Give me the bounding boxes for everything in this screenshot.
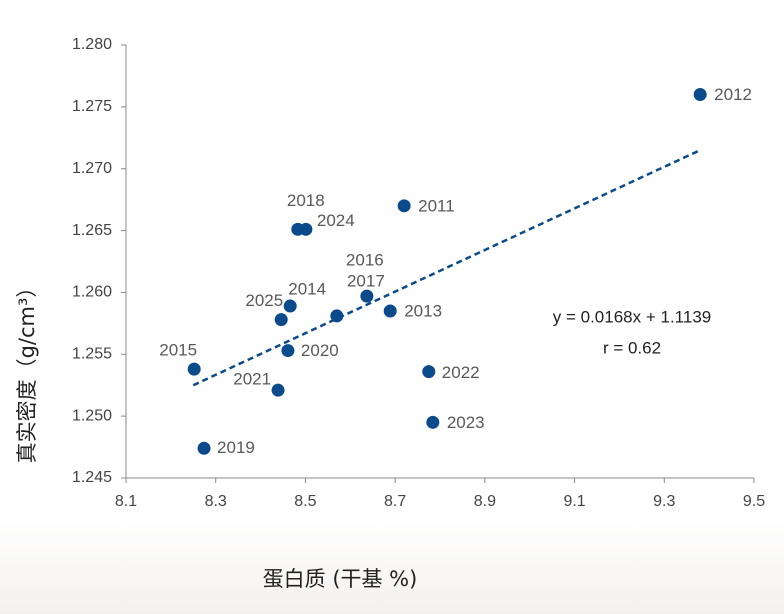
point-label: 2012 [714,85,752,104]
point [274,313,288,327]
point [187,362,201,376]
y-tick-label: 1.255 [72,346,112,363]
x-tick-label: 8.3 [205,493,227,510]
y-tick-label: 1.270 [72,160,112,177]
point [271,383,285,397]
y-tick-label: 1.245 [72,469,112,486]
x-tick-label: 8.5 [294,493,316,510]
y-tick-label: 1.275 [72,98,112,115]
point [383,304,397,318]
point [422,365,436,379]
point [397,199,411,213]
y-tick-label: 1.260 [72,284,112,301]
r-value: r = 0.62 [603,338,661,357]
point [281,344,295,358]
point [693,87,707,101]
point [360,289,374,303]
point [283,299,297,313]
point-label: 2016 [346,250,384,269]
background [0,520,784,614]
point-label: 2013 [404,301,442,320]
point-label: 2025 [245,291,283,310]
point-label: 2011 [418,196,455,215]
point-label: 2023 [447,413,485,432]
point-label: 2021 [233,370,271,389]
point-label: 2022 [442,363,480,382]
point-label: 2017 [347,272,385,291]
point-label: 2014 [288,280,326,299]
point-label: 2015 [159,341,197,360]
y-axis-label: 真实密度（g/cm³） [15,277,39,464]
x-axis-label: 蛋白质 (干基 %) [263,567,418,591]
point [299,222,313,236]
point [426,415,440,429]
x-tick-label: 9.5 [743,493,765,510]
point-label: 2020 [301,341,339,360]
point [330,309,344,323]
point-label: 2024 [317,211,355,230]
x-tick-label: 8.9 [474,493,496,510]
x-tick-label: 8.1 [115,493,137,510]
y-tick-label: 1.280 [72,36,112,53]
x-tick-label: 9.1 [563,493,585,510]
equation: y = 0.0168x + 1.1139 [553,307,711,326]
trend-line [192,149,701,387]
point [197,441,211,455]
x-tick-label: 9.3 [653,493,675,510]
y-tick-label: 1.265 [72,222,112,239]
y-tick-label: 1.250 [72,407,112,424]
point-label: 2018 [287,191,325,210]
x-tick-label: 8.7 [384,493,406,510]
point-label: 2019 [217,438,255,457]
